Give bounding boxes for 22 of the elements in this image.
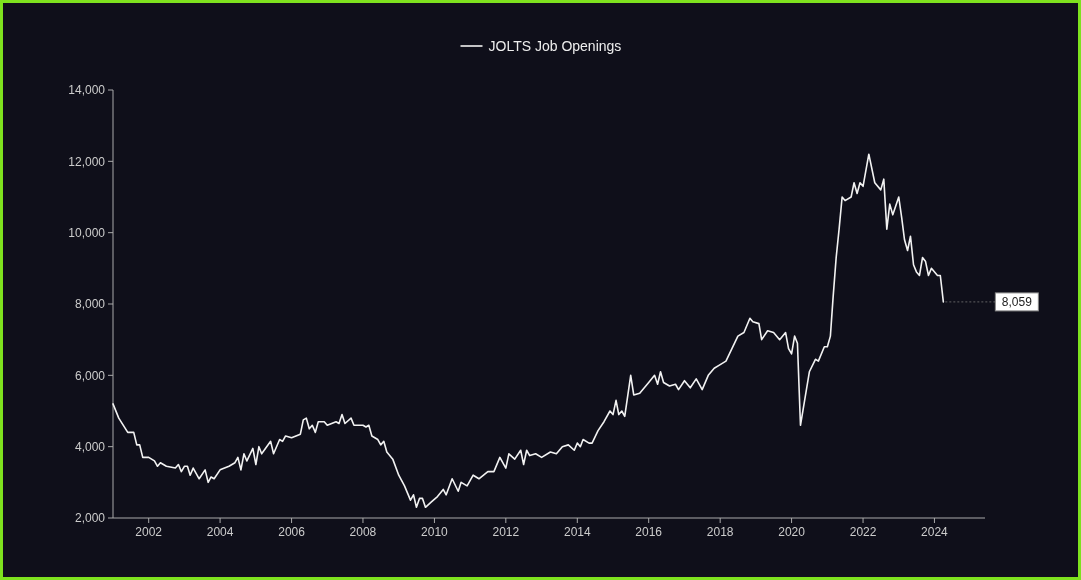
legend-label: JOLTS Job Openings [488,37,622,54]
x-tick-label: 2016 [635,525,663,539]
y-tick-label: 12,000 [68,154,106,169]
y-tick-label: 4,000 [74,439,106,454]
y-tick-label: 8,000 [74,297,106,312]
y-tick-label: 10,000 [68,225,106,240]
x-tick-label: 2006 [278,525,306,539]
y-tick-label: 2,000 [74,511,106,526]
x-tick-label: 2002 [135,525,163,539]
x-tick-label: 2022 [849,525,877,539]
y-tick-label: 14,000 [68,83,106,98]
x-tick-label: 2020 [778,525,806,539]
x-tick-label: 2024 [921,525,949,539]
annotation: 8,059 [1001,295,1033,310]
x-tick-label: 2018 [706,525,734,539]
x-tick-label: 2008 [349,525,377,539]
y-tick-label: 6,000 [74,368,106,383]
x-tick-label: 2010 [421,525,449,539]
x-tick-label: 2012 [492,525,520,539]
x-tick-label: 2004 [206,525,234,539]
x-tick-label: 2014 [563,525,591,539]
line-series [112,153,945,509]
